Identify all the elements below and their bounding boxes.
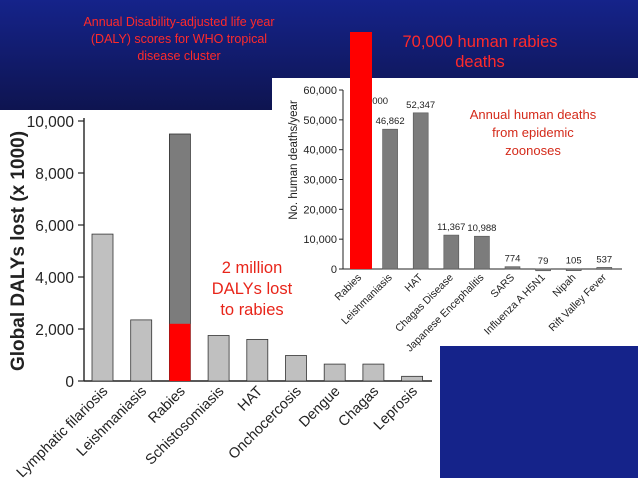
y-tick-label: 0 <box>65 374 74 391</box>
y-tick-label: 6,000 <box>35 218 74 235</box>
bar <box>285 355 307 382</box>
y-tick-label: 2,000 <box>35 322 74 339</box>
daly-title: Annual Disability-adjusted life year (DA… <box>83 15 275 63</box>
y-tick-label: 4,000 <box>35 270 74 287</box>
y-axis-label: No. human deaths/year <box>288 100 300 220</box>
bar <box>362 363 385 382</box>
y-axis-label: Global DALYs lost (x 1000) <box>8 131 29 371</box>
data-label: 79 <box>538 256 549 267</box>
corner-decoration <box>440 345 638 478</box>
y-tick-label: 50,000 <box>303 115 337 127</box>
y-tick-label: 40,000 <box>303 145 337 157</box>
bar <box>246 338 269 382</box>
y-tick-label: 10,000 <box>27 114 75 131</box>
bar <box>474 235 490 270</box>
bar <box>504 266 521 270</box>
y-tick-label: 10,000 <box>303 234 337 246</box>
bar <box>323 363 346 382</box>
bar <box>412 112 429 270</box>
deaths-chart-panel <box>272 78 638 346</box>
data-label: 70,000 <box>359 96 388 107</box>
y-tick-label: 0 <box>331 264 337 276</box>
y-tick-label: 8,000 <box>35 166 74 183</box>
data-label: 11,367 <box>437 222 465 233</box>
rabies-daly-annotation: 2 million DALYs lost to rabies <box>211 259 293 319</box>
bar <box>207 335 230 382</box>
bar <box>382 128 398 270</box>
data-label: 52,347 <box>406 100 435 111</box>
bar <box>443 234 460 270</box>
data-label: 537 <box>596 254 612 265</box>
bar <box>401 375 424 382</box>
bar <box>565 268 582 271</box>
highlight-bar <box>169 323 191 381</box>
bar <box>535 268 551 272</box>
data-label: 46,862 <box>376 116 405 127</box>
data-label: 105 <box>566 256 582 267</box>
y-tick-label: 30,000 <box>303 175 337 187</box>
data-label: 774 <box>505 254 521 265</box>
bar <box>596 267 613 270</box>
bar <box>130 319 153 382</box>
data-label: 10,988 <box>467 223 496 234</box>
rabies-deaths-title: 70,000 human rabies deaths <box>402 33 558 71</box>
y-tick-label: 60,000 <box>303 85 337 97</box>
bar-overlay <box>350 32 372 269</box>
zoonoses-annotation: Annual human deaths from epidemic zoonos… <box>469 107 597 158</box>
y-tick-label: 20,000 <box>303 204 337 216</box>
bar <box>91 233 114 382</box>
